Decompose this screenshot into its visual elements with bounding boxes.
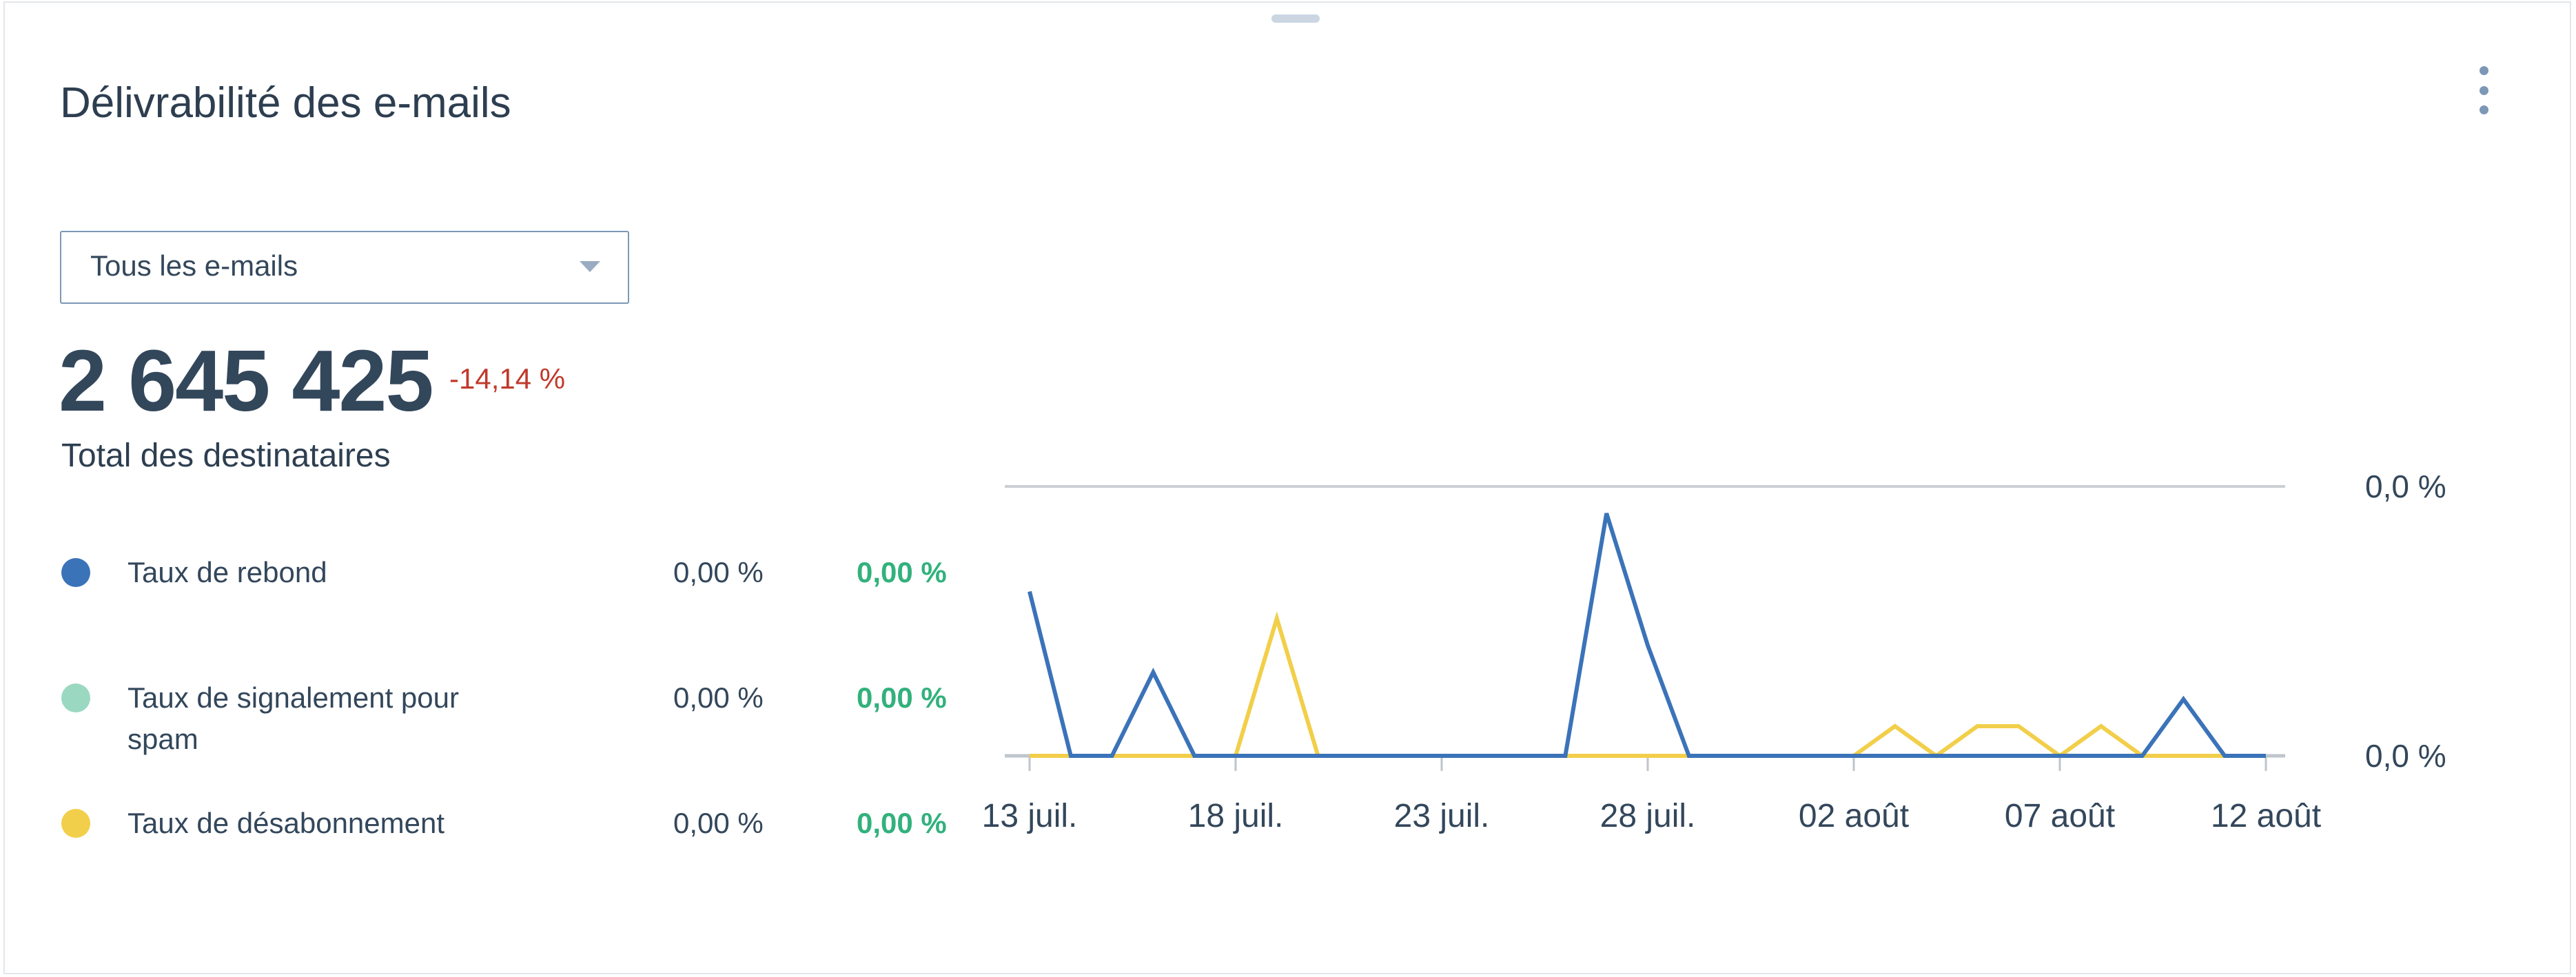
x-tick-label: 18 juil. xyxy=(1188,798,1284,834)
metric-label: Taux de signalement pour spam xyxy=(127,681,459,755)
email-filter-dropdown[interactable]: Tous les e-mails xyxy=(60,231,629,304)
x-tick-label: 07 août xyxy=(2005,798,2115,834)
x-tick-label: 02 août xyxy=(1799,798,1909,834)
metric-bounce-rate: Taux de rebond 0,00 % 0,00 % xyxy=(5,552,983,655)
x-tick-label: 13 juil. xyxy=(982,798,1078,834)
x-tick-label: 28 juil. xyxy=(1600,798,1696,834)
bounce-rate-legend-dot xyxy=(61,558,90,587)
card-title: Délivrabilité des e-mails xyxy=(60,79,511,127)
y-tick-label: 0,0 % xyxy=(2365,738,2446,774)
metric-delta: 0,00 % xyxy=(857,556,947,588)
series-line-0 xyxy=(1028,513,2266,758)
x-tick-label: 23 juil. xyxy=(1394,798,1490,834)
metric-value: 0,00 % xyxy=(673,807,764,839)
x-tick-label: 12 août xyxy=(2211,798,2321,834)
metric-label: Taux de rebond xyxy=(127,556,327,588)
total-recipients-value: 2 645 425 xyxy=(59,332,434,429)
metric-delta: 0,00 % xyxy=(857,807,947,839)
spam-rate-legend-dot xyxy=(61,683,90,712)
metric-value: 0,00 % xyxy=(673,681,764,714)
drag-handle[interactable] xyxy=(1271,14,1320,23)
more-options-icon[interactable] xyxy=(2473,66,2494,114)
metric-label: Taux de désabonnement xyxy=(127,807,445,839)
email-filter-value: Tous les e-mails xyxy=(90,249,298,282)
y-tick-label: 0,0 % xyxy=(2365,469,2446,504)
metric-spam-rate: Taux de signalement pour spam 0,00 % 0,0… xyxy=(5,677,983,781)
metric-delta: 0,00 % xyxy=(857,681,947,714)
total-recipients-label: Total des destinataires xyxy=(61,438,391,474)
chevron-down-icon xyxy=(580,261,600,272)
metric-unsubscribe-rate: Taux de désabonnement 0,00 % 0,00 % xyxy=(5,803,983,906)
metric-value: 0,00 % xyxy=(673,556,764,588)
unsubscribe-rate-legend-dot xyxy=(61,809,90,838)
total-recipients-change: -14,14 % xyxy=(449,362,566,395)
